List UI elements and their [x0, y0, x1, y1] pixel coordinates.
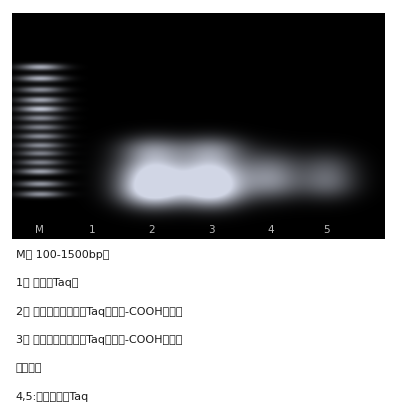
Text: 4: 4	[267, 225, 274, 235]
Text: 柠檬酸；: 柠檬酸；	[15, 363, 42, 373]
Text: 5: 5	[323, 225, 330, 235]
Text: 1: 1	[89, 225, 95, 235]
Text: 3: 3	[208, 225, 214, 235]
Text: 2: 2	[148, 225, 155, 235]
Text: M: M	[35, 225, 44, 235]
Text: 4,5:加入未修饰Taq: 4,5:加入未修饰Taq	[15, 392, 89, 402]
Text: 1： 不加入Taq；: 1： 不加入Taq；	[15, 278, 78, 288]
Text: M： 100-1500bp；: M： 100-1500bp；	[15, 250, 109, 260]
Text: 2： 加入的酶为修饰后Taq，所用-COOH为乙酸: 2： 加入的酶为修饰后Taq，所用-COOH为乙酸	[15, 307, 182, 317]
Text: 3： 加入的酶为修饰后Taq，所用-COOH为水合: 3： 加入的酶为修饰后Taq，所用-COOH为水合	[15, 335, 182, 345]
